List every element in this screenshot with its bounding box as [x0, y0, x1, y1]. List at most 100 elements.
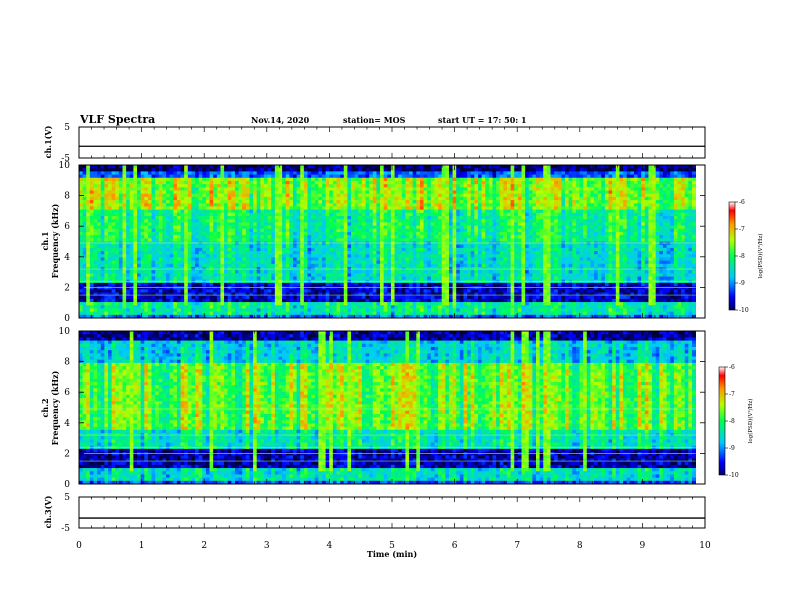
spectrogram-cell [271, 235, 276, 239]
spectrogram-cell [416, 289, 421, 293]
spectrogram-cell [173, 206, 178, 211]
spectrogram-cell [441, 308, 446, 313]
spectrogram-cell [227, 225, 232, 230]
spectrogram-cell [242, 222, 247, 226]
spectrogram-cell [129, 222, 134, 226]
spectrogram-cell [285, 219, 290, 223]
spectrogram-cell [438, 273, 443, 277]
spectrogram-cell [271, 295, 276, 300]
spectrogram-cell [133, 196, 138, 201]
spectrogram-cell [419, 276, 424, 281]
spectrogram-cell [351, 238, 356, 242]
spectrogram-cell [126, 314, 131, 319]
spectrogram-cell [111, 196, 116, 201]
spectrogram-cell [303, 292, 308, 297]
spectrogram-cell [445, 244, 450, 249]
spectrogram-cell [278, 302, 283, 306]
spectrogram-cell [394, 200, 399, 204]
spectrogram-cell [351, 295, 356, 300]
spectrogram-cell [293, 289, 298, 293]
spectrogram-cell [140, 270, 145, 274]
spectrogram-cell [100, 180, 105, 185]
spectrogram-cell [198, 184, 203, 188]
spectrogram-cell [195, 314, 200, 319]
spectrogram-cell [438, 292, 443, 297]
spectrogram-cell [195, 174, 200, 179]
spectrogram-cell [231, 206, 236, 211]
spectrogram-cell [144, 200, 149, 204]
waveform-panel-ch1: 5 -5 ch.1(V) [43, 123, 706, 164]
spectrogram-cell [354, 282, 359, 287]
spectrogram-cell [303, 298, 308, 303]
spectrogram-cell [325, 171, 330, 175]
spectrogram-cell [285, 203, 290, 207]
spectrogram-cell [253, 171, 258, 175]
spectrogram-cell [122, 314, 127, 319]
spectrogram-cell [187, 168, 192, 172]
spectrogram-cell [336, 298, 341, 303]
spectrogram-cell [307, 298, 312, 303]
spectrogram-cell [151, 273, 156, 277]
spectrogram-cell [336, 225, 341, 230]
spectrogram-cell [140, 314, 145, 319]
spectrogram-cell [318, 254, 323, 258]
spectrogram-cell [209, 289, 214, 293]
spectrogram-cell [376, 286, 381, 290]
spectrogram-cell [205, 295, 210, 300]
spectrogram-cell [430, 238, 435, 242]
spectrogram-cell [401, 244, 406, 249]
spectrogram-cell [209, 222, 214, 226]
spectrogram-cell [282, 311, 287, 316]
spectrogram-cell [155, 273, 160, 277]
spectrogram-cell [122, 200, 127, 204]
spectrogram-cell [89, 260, 94, 265]
spectrogram-cell [220, 251, 225, 255]
spectrogram-cell [322, 282, 327, 287]
spectrogram-cell [202, 254, 207, 258]
spectrogram-cell [296, 257, 301, 262]
spectrogram-cell [202, 238, 207, 242]
spectrogram-cell [231, 305, 236, 309]
spectrogram-cell [140, 231, 145, 236]
spectrogram-cell [126, 235, 131, 239]
spectrogram-cell [434, 282, 439, 287]
spectrogram-cell [198, 165, 203, 169]
spectrogram-cell [166, 225, 171, 230]
spectrogram-cell [296, 203, 301, 207]
spectrogram-cell [260, 314, 265, 319]
spectrogram-cell [97, 260, 102, 265]
spectrogram-cell [158, 295, 163, 300]
spectrogram-cell [111, 174, 116, 179]
spectrogram-cell [155, 196, 160, 201]
spectrogram-cell [108, 292, 113, 297]
spectrogram-cell [311, 228, 316, 233]
spectrogram-cell [187, 251, 192, 255]
spectrogram-cell [191, 244, 196, 249]
spectrogram-cell [448, 276, 453, 281]
spectrogram-cell [289, 244, 294, 249]
spectrogram-cell [303, 196, 308, 201]
spectrogram-cell [430, 187, 435, 191]
spectrogram-cell [282, 292, 287, 297]
spectrogram-cell [365, 219, 370, 223]
spectrogram-cell [122, 257, 127, 262]
spectrogram-cell [126, 165, 131, 169]
spectrogram-cell [361, 295, 366, 300]
spectrogram-cell [445, 235, 450, 239]
spectrogram-cell [126, 311, 131, 316]
spectrogram-cell [423, 276, 428, 281]
spectrogram-cell [126, 190, 131, 195]
spectrogram-cell [285, 308, 290, 313]
spectrogram-cell [162, 216, 167, 220]
spectrogram-cell [314, 203, 319, 207]
spectrogram-cell [86, 209, 91, 214]
spectrogram-cell [322, 260, 327, 265]
spectrogram-cell [86, 187, 91, 191]
spectrogram-cell [82, 187, 87, 191]
spectrogram-cell [278, 260, 283, 265]
spectrogram-cell [398, 295, 403, 300]
spectrogram-cell [158, 286, 163, 290]
spectrogram-cell [260, 190, 265, 195]
spectrogram-cell [267, 247, 272, 252]
spectrogram-cell [365, 298, 370, 303]
